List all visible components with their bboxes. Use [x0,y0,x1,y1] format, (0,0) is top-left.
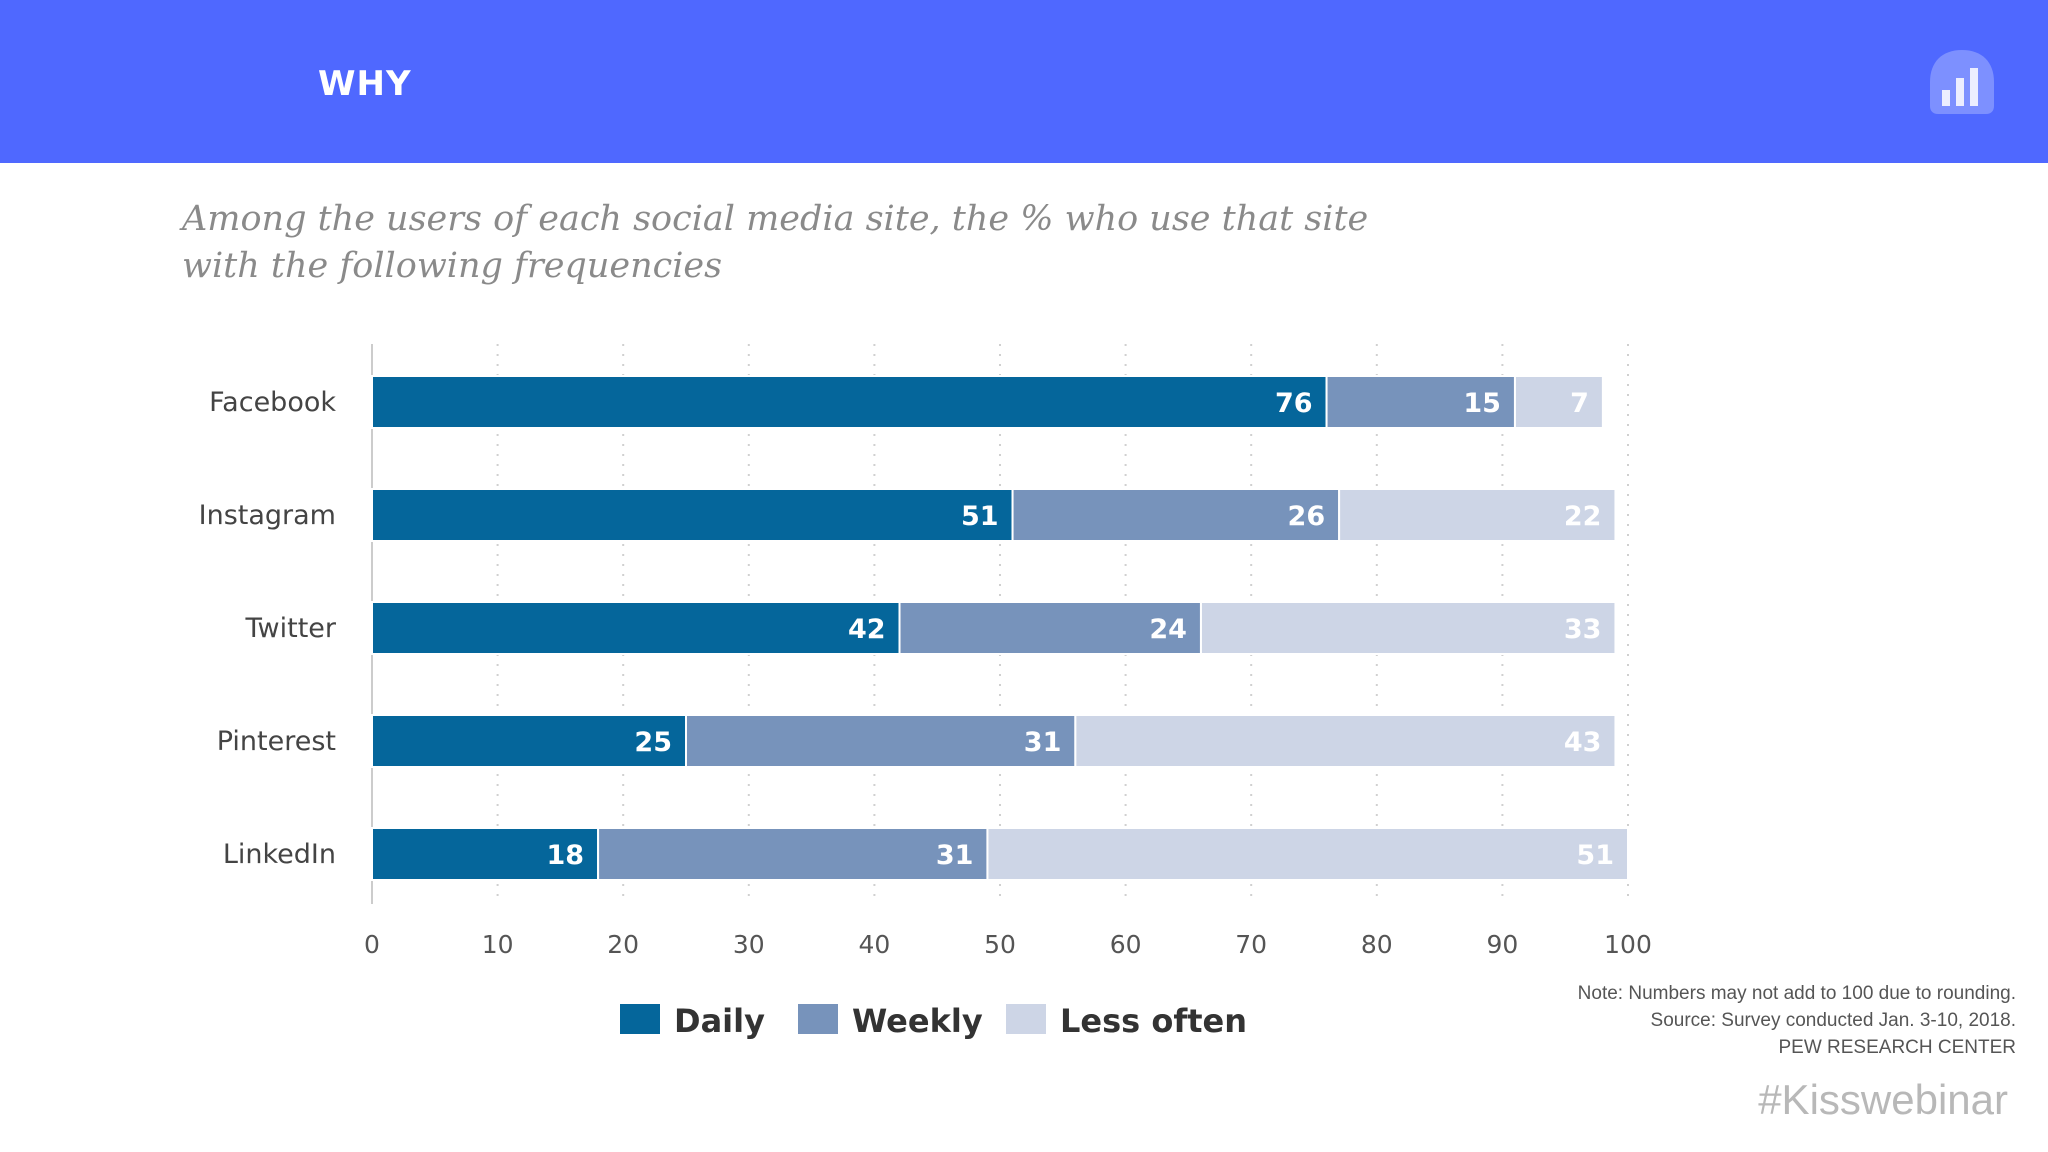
bar-segment [898,601,1202,655]
bar-segment [1074,714,1617,768]
category-labels: Facebook Instagram Twitter Pinterest LinkedI… [199,387,337,870]
x-tick-label: 0 [364,930,380,959]
x-tick-label: 30 [733,930,765,959]
data-label: 76 [1275,388,1313,419]
source-note: Note: Numbers may not add to 100 due to … [1578,980,2016,1061]
bar-segment [1513,375,1604,429]
x-tick-label: 100 [1604,930,1652,959]
x-tick-label: 90 [1486,930,1518,959]
legend-label: Less often [1060,1002,1247,1040]
legend-swatch [1006,1004,1046,1034]
bar-segment [371,827,600,881]
x-tick-label: 20 [607,930,639,959]
bar-segment [1011,488,1341,542]
legend: Daily Weekly Less often [620,1002,1247,1040]
data-label: 31 [936,840,974,871]
data-label: 18 [547,840,585,871]
bar-segment [1199,601,1617,655]
data-label: 33 [1564,614,1602,645]
data-label: 51 [961,501,999,532]
slide-title: WHY [318,64,412,104]
legend-label: Daily [674,1002,765,1040]
chart-title: Among the users of each social media sit… [182,199,1369,286]
category-label: Twitter [245,613,337,644]
category-label: Facebook [209,387,336,418]
data-label: 26 [1288,501,1326,532]
source-line: Source: Survey conducted Jan. 3-10, 2018… [1650,1010,2016,1031]
bar-segment [597,827,989,881]
legend-label: Weekly [852,1002,983,1040]
bars: 76 15 7 51 26 22 42 24 33 25 31 43 18 31 51 [371,375,1629,881]
data-label: 31 [1024,727,1062,758]
x-tick-label: 60 [1110,930,1142,959]
header-bar: WHY [0,0,2048,163]
bar-segment [371,601,901,655]
category-label: LinkedIn [223,839,336,870]
publisher-line: PEW RESEARCH CENTER [1778,1037,2016,1058]
hashtag: #Kisswebinar [1758,1076,2008,1123]
bar-segment [371,375,1328,429]
x-axis-ticks: 0 10 20 30 40 50 60 70 80 90 100 [364,930,1652,959]
data-label: 25 [634,727,672,758]
category-label: Instagram [199,500,336,531]
bar-segment [371,488,1014,542]
data-label: 42 [848,614,886,645]
note-line: Note: Numbers may not add to 100 due to … [1577,983,2016,1004]
bar-segment [1338,488,1617,542]
bar-segment [986,827,1629,881]
data-label: 7 [1570,388,1589,419]
legend-swatch [798,1004,838,1034]
x-tick-label: 70 [1235,930,1267,959]
data-label: 15 [1463,388,1501,419]
bar-segment [685,714,1077,768]
x-tick-label: 10 [482,930,514,959]
category-label: Pinterest [217,726,336,757]
bar-chart-logo-icon [1930,50,1994,114]
data-label: 43 [1564,727,1602,758]
data-label: 51 [1576,840,1614,871]
bar-segment [1325,375,1516,429]
x-tick-label: 50 [984,930,1016,959]
stacked-bar-chart: 76 15 7 51 26 22 42 24 33 25 31 43 18 31 51 Facebook In… [199,344,1652,1040]
x-tick-label: 80 [1361,930,1393,959]
x-tick-label: 40 [858,930,890,959]
legend-swatch [620,1004,660,1034]
data-label: 22 [1564,501,1602,532]
data-label: 24 [1149,614,1187,645]
